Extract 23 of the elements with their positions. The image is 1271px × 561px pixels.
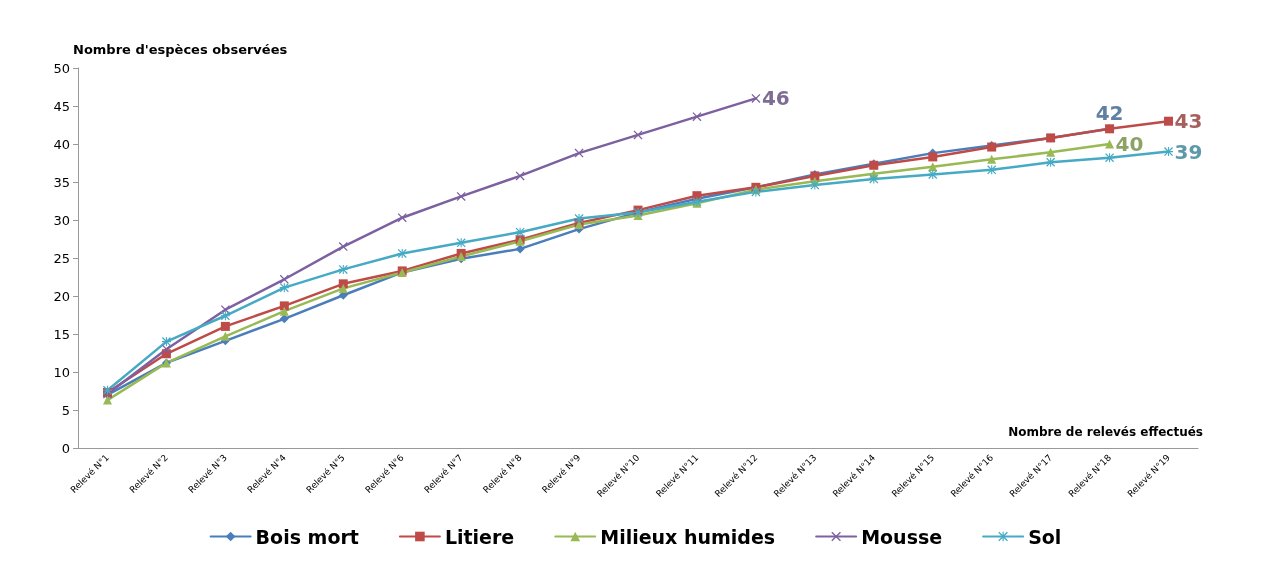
annotation: 39	[1174, 139, 1203, 164]
y-axis-title: Nombre d'espèces observées	[73, 42, 288, 57]
y-tick-label: 50	[53, 60, 70, 76]
y-tick-label: 35	[53, 174, 70, 190]
y-tick-label: 0	[61, 440, 70, 456]
y-tick-label: 40	[53, 136, 70, 152]
annotation: 42	[1095, 100, 1124, 125]
y-tick-label: 5	[61, 402, 70, 418]
legend-label: Bois mort	[255, 525, 359, 548]
y-tick-label: 20	[53, 288, 70, 304]
x-axis-title: Nombre de relevés effectués	[1008, 425, 1203, 439]
y-tick-label: 30	[53, 212, 70, 228]
legend-label: Sol	[1028, 525, 1062, 548]
y-tick-label: 25	[53, 250, 70, 266]
y-tick-label: 10	[53, 364, 70, 380]
legend-label: Litiere	[444, 525, 515, 548]
y-tick-label: 45	[53, 98, 70, 114]
annotation: 46	[761, 86, 790, 111]
y-tick-label: 15	[53, 326, 70, 342]
legend-label: Milieux humides	[600, 525, 776, 548]
annotation: 43	[1174, 109, 1203, 134]
legend-label: Mousse	[861, 525, 943, 548]
annotation: 40	[1115, 132, 1144, 156]
